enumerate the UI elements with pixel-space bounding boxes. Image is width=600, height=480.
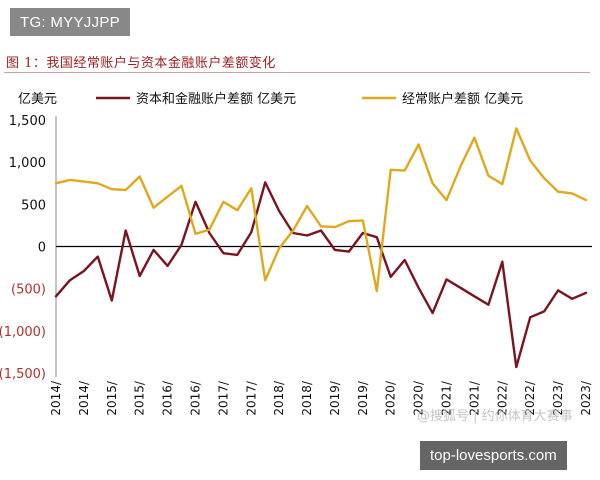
x-tick-label: 2016/ (161, 380, 175, 416)
y-tick-label: 1,000 (9, 156, 46, 171)
chart-axes: 亿美元1,5001,0005000(500)(1,000)(1,500)2014… (0, 92, 593, 416)
x-tick-label: 2023/ (551, 380, 565, 416)
x-tick-label: 2014/ (77, 380, 91, 416)
site-badge: top-lovesports.com (420, 441, 567, 470)
y-tick-label: (1,500) (0, 367, 46, 382)
x-tick-label: 2020/ (412, 380, 426, 416)
x-tick-label: 2019/ (328, 380, 342, 416)
y-tick-label: 500 (21, 198, 46, 213)
x-tick-label: 2018/ (272, 380, 286, 416)
y-tick-label: (1,000) (0, 325, 46, 340)
x-tick-label: 2021/ (467, 380, 481, 416)
chart-legend: 资本和金融账户差额 亿美元 经常账户差额 亿美元 (96, 91, 523, 107)
x-tick-label: 2014/ (49, 380, 63, 416)
legend-label: 资本和金融账户差额 亿美元 (136, 91, 296, 107)
y-tick-label: 1,500 (9, 114, 46, 129)
x-tick-label: 2017/ (216, 380, 230, 416)
x-tick-label: 2015/ (133, 380, 147, 416)
x-tick-label: 2015/ (105, 380, 119, 416)
x-tick-label: 2016/ (188, 380, 202, 416)
figure-caption: 图 1：我国经常账户与资本金融账户差额变化 (6, 56, 276, 71)
x-tick-label: 2022/ (523, 380, 537, 416)
x-tick-label: 2020/ (384, 380, 398, 416)
x-tick-label: 2022/ (495, 380, 509, 416)
x-tick-label: 2023/ (579, 380, 593, 416)
chart-series (54, 127, 588, 369)
series-line-current-account (54, 127, 588, 293)
legend-label: 经常账户差额 亿美元 (402, 91, 523, 107)
telegram-badge: TG: MYYJJPP (10, 8, 130, 36)
caption-divider (4, 72, 590, 73)
x-tick-label: 2018/ (300, 380, 314, 416)
y-tick-label: 0 (38, 241, 46, 256)
y-axis-unit-label: 亿美元 (18, 92, 57, 107)
series-line-capital-account (54, 181, 588, 369)
x-tick-label: 2019/ (356, 380, 370, 416)
x-tick-label: 2021/ (440, 380, 454, 416)
y-tick-label: (500) (11, 283, 46, 298)
watermark-text: @搜狐号 | 约你体育大赛事 (417, 409, 573, 424)
x-tick-label: 2017/ (244, 380, 258, 416)
